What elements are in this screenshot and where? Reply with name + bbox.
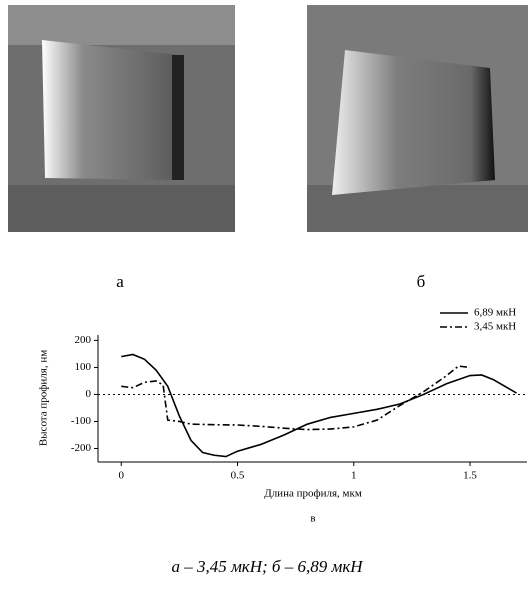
x-tick-label: 1.5 — [463, 470, 477, 482]
afm-image-a — [8, 5, 235, 232]
data-line — [121, 365, 471, 431]
panel-label: а — [116, 272, 124, 291]
afm-image-b — [307, 5, 528, 232]
legend-label: 3,45 мкН — [474, 321, 516, 333]
legend-label: 6,89 мкН — [474, 307, 516, 319]
y-axis-label: Высота профиля, нм — [38, 350, 50, 446]
y-tick-label: -200 — [71, 442, 92, 454]
y-tick-label: 100 — [75, 361, 92, 373]
data-line — [121, 353, 517, 458]
x-axis-label: Длина профиля, мкм — [264, 488, 362, 500]
x-tick-label: 1 — [351, 470, 357, 482]
caption: а – 3,45 мкН; б – 6,89 мкН — [171, 557, 364, 576]
x-tick-label: 0 — [119, 470, 125, 482]
subfigure-label: в — [310, 513, 315, 525]
panel-label: б — [417, 272, 426, 291]
x-tick-label: 0.5 — [231, 470, 245, 482]
y-tick-label: -100 — [71, 415, 92, 427]
y-tick-label: 0 — [86, 388, 92, 400]
y-tick-label: 200 — [75, 334, 92, 346]
